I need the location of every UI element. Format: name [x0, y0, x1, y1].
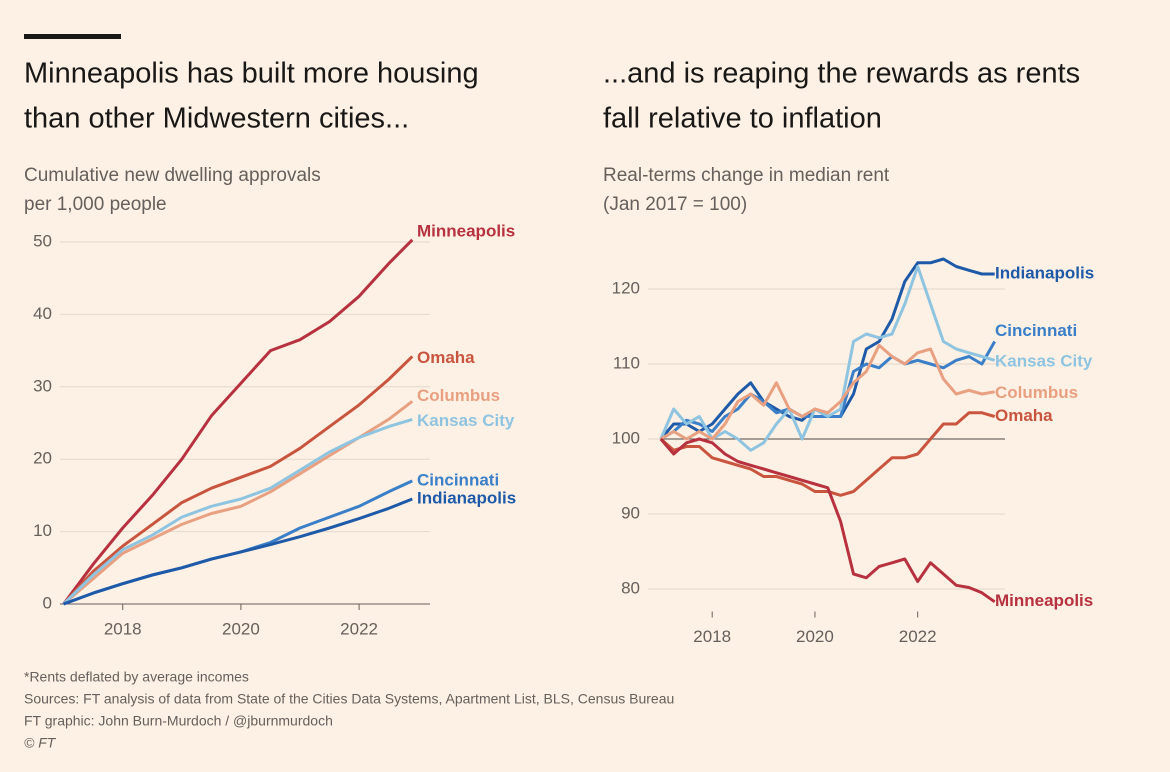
y-tick-label: 90	[621, 503, 640, 522]
x-tick-label: 2018	[104, 619, 142, 638]
series-label: Indianapolis	[417, 488, 516, 507]
series-line	[62, 355, 414, 606]
x-tick-label: 2022	[340, 619, 378, 638]
y-tick-label: 80	[621, 578, 640, 597]
chart-title: Minneapolis has built more housing	[24, 58, 479, 90]
chart-title: ...and is reaping the rewards as rents	[603, 58, 1080, 90]
chart-title: fall relative to inflation	[603, 103, 882, 135]
y-tick-label: 110	[613, 353, 640, 372]
x-tick-label: 2020	[222, 619, 260, 638]
y-tick-label: 30	[33, 376, 52, 395]
series-line	[62, 238, 414, 605]
series-label: Cincinnati	[417, 470, 499, 489]
chart-subtitle: Real-terms change in median rent	[603, 165, 890, 186]
series-label: Kansas City	[417, 411, 515, 430]
y-tick-label: 20	[33, 449, 52, 468]
y-tick-label: 10	[33, 521, 52, 540]
y-tick-label: 120	[612, 278, 640, 297]
decor-bar	[24, 34, 121, 39]
series-line	[62, 417, 413, 606]
series-line	[660, 343, 995, 441]
series-line	[62, 400, 414, 606]
y-tick-label: 100	[612, 428, 640, 447]
note: *Rents deflated by average incomes	[24, 669, 249, 685]
y-tick-label: 50	[33, 231, 52, 250]
y-tick-label: 0	[43, 593, 52, 612]
copyright: © FT	[24, 735, 57, 751]
x-tick-label: 2022	[899, 627, 937, 646]
chart-subtitle: per 1,000 people	[24, 194, 167, 215]
series-line	[659, 437, 996, 604]
series-label: Minneapolis	[995, 591, 1093, 610]
chart-subtitle: Cumulative new dwelling approvals	[24, 165, 321, 186]
series-label: Omaha	[417, 348, 475, 367]
series-label: Columbus	[417, 386, 500, 405]
x-tick-label: 2018	[693, 627, 731, 646]
series-label: Kansas City	[995, 352, 1093, 371]
series-label: Cincinnati	[995, 321, 1077, 340]
credit: FT graphic: John Burn-Murdoch / @jburnmu…	[24, 713, 333, 729]
series-label: Minneapolis	[417, 221, 515, 240]
series-line	[63, 497, 413, 606]
series-line	[659, 265, 996, 452]
series-label: Columbus	[995, 383, 1078, 402]
y-tick-label: 40	[33, 304, 52, 323]
sources: Sources: FT analysis of data from State …	[24, 691, 674, 707]
chart-subtitle: (Jan 2017 = 100)	[603, 194, 747, 215]
series-label: Omaha	[995, 406, 1053, 425]
x-tick-label: 2020	[796, 627, 834, 646]
chart-title: than other Midwestern cities...	[24, 103, 409, 135]
series-label: Indianapolis	[995, 263, 1094, 282]
